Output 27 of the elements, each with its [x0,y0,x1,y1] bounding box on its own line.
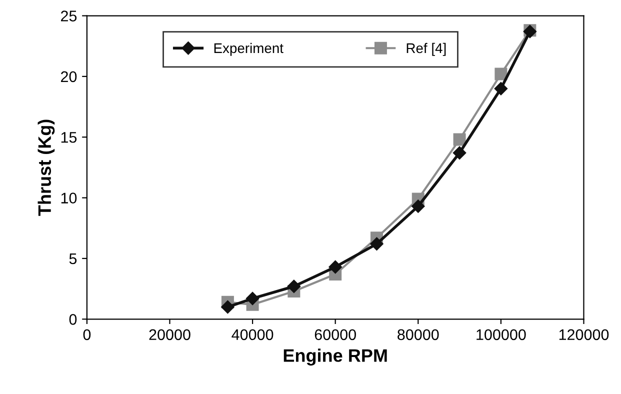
x-axis-title: Engine RPM [284,348,387,366]
y-tick-label: 10 [61,192,77,204]
point [452,146,466,160]
point [412,200,425,213]
legend-label: Ref [4] [406,42,446,56]
point [494,82,508,96]
y-tick-label: 25 [60,10,77,22]
x-tick-label: 120000 [559,329,609,340]
x-tick-label: 60000 [314,329,356,340]
y-tick-label: 15 [61,132,77,143]
x-tick-label: 40000 [232,329,274,340]
point [246,292,260,306]
x-tick-label: 100000 [476,329,526,340]
y-tick-label: 20 [60,71,77,82]
point [221,300,234,314]
point [453,133,466,146]
x-tick-label: 20000 [149,329,190,340]
x-tick-label: 0 [83,329,91,340]
point [287,280,301,293]
y-axis-title: Thrust (Kg) [38,120,55,216]
legend-label: Experiment [214,42,284,56]
point [494,68,508,80]
point [370,237,384,250]
point [328,260,342,274]
y-tick-label: 5 [69,253,77,264]
x-tick-label: 80000 [398,329,439,340]
y-tick-label: 0 [69,314,77,325]
